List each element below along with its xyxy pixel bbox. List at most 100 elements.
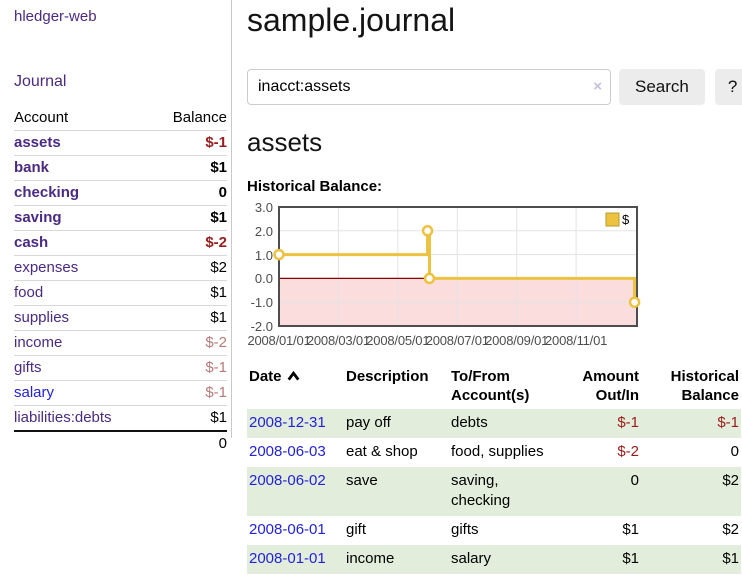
account-name-cell: cash [14, 230, 151, 256]
transaction-date-link[interactable]: 2008-06-01 [249, 521, 326, 538]
search-input[interactable] [247, 69, 611, 105]
page-title: sample.journal [247, 2, 456, 38]
sort-ascending-icon [287, 370, 299, 381]
account-link-checking[interactable]: checking [14, 184, 80, 201]
transaction-amount: $-2 [617, 443, 639, 460]
col-header-label: Date [249, 368, 282, 385]
account-link-salary[interactable]: salary [14, 384, 55, 401]
col-header-amount-out-in: Amount Out/In [553, 365, 641, 409]
transaction-balance: $2 [722, 521, 739, 538]
historical-balance-chart: $3.0 2.0 1.0 0.0 -1.0 -2.0 2008/01/01 2008/03/0… [247, 200, 727, 355]
account-link-cash[interactable]: cash [14, 234, 49, 251]
transaction-accounts: food, supplies [451, 443, 544, 460]
transaction-date-link[interactable]: 2008-12-31 [249, 414, 326, 431]
account-row: food $1 [14, 280, 227, 306]
account-link-assets[interactable]: assets [14, 134, 61, 151]
col-header-label: Amount Out/In [582, 368, 639, 404]
transaction-row: 2008-06-01 gift gifts $1 $2 [247, 516, 741, 545]
accounts-header-balance: Balance [172, 109, 227, 126]
account-balance: $-1 [150, 380, 227, 406]
account-link-food[interactable]: food [14, 284, 44, 301]
transaction-row: 2008-06-02 save saving, checking 0 $2 [247, 467, 741, 516]
account-balance: $1 [150, 405, 227, 431]
transaction-description: income [346, 550, 395, 567]
sidebar-item-journal[interactable]: Journal [14, 73, 67, 90]
account-balance: $1 [150, 155, 227, 181]
accounts-total-row: 0 [14, 430, 227, 456]
y-axis-tick: 2.0 [254, 223, 273, 239]
col-header-description: Description [344, 365, 449, 409]
transaction-balance: $1 [722, 550, 739, 567]
account-link-expenses[interactable]: expenses [14, 259, 79, 276]
y-axis-tick: 1.0 [254, 247, 273, 263]
y-axis-tick: -2.0 [250, 319, 273, 334]
transaction-amount: $1 [622, 550, 639, 567]
account-name-cell: salary [14, 380, 151, 406]
transaction-accounts: gifts [451, 521, 479, 538]
accounts-total-spacer [14, 430, 151, 456]
clear-search-icon[interactable]: × [593, 78, 602, 95]
data-point-marker [421, 225, 434, 237]
transaction-row: 2008-01-01 income salary $1 $1 [247, 545, 741, 574]
account-link-liabilities-debts[interactable]: liabilities:debts [14, 409, 112, 426]
col-header-to-from-account-s: To/From Account(s) [449, 365, 553, 409]
col-header-historical-balance: Historical Balance [641, 365, 741, 409]
col-header-label: Description [346, 368, 429, 385]
account-heading: assets [247, 127, 323, 157]
account-balance: $-2 [150, 330, 227, 356]
accounts-total-value: 0 [150, 430, 227, 456]
account-row: assets $-1 [14, 130, 227, 156]
account-balance: 0 [150, 180, 227, 206]
account-row: salary $-1 [14, 380, 227, 406]
search-button[interactable]: Search [619, 69, 705, 105]
help-button[interactable]: ? [714, 69, 742, 105]
account-name-cell: bank [14, 155, 151, 181]
transaction-date-cell: 2008-01-01 [247, 545, 344, 574]
transaction-description: save [346, 472, 378, 489]
accounts-header-row: Account Balance [14, 106, 227, 131]
transaction-row: 2008-12-31 pay off debts $-1 $-1 [247, 409, 741, 438]
account-balance: $-2 [150, 230, 227, 256]
account-link-income[interactable]: income [14, 334, 63, 351]
accounts-balance-table: Account Balance assets $-1 bank $1 checking 0… [14, 106, 227, 456]
app-title-link[interactable]: hledger-web [14, 8, 97, 25]
account-link-bank[interactable]: bank [14, 159, 50, 176]
transaction-date-link[interactable]: 2008-06-02 [249, 472, 326, 489]
chart-plot-area: $ [273, 206, 641, 327]
account-link-supplies[interactable]: supplies [14, 309, 70, 326]
transaction-description: gift [346, 521, 367, 538]
col-header-label: Historical Balance [670, 368, 739, 404]
account-link-gifts[interactable]: gifts [14, 359, 42, 376]
x-axis-tick: 2008/11/01 [545, 333, 608, 348]
x-axis-tick: 2008/09/01 [485, 333, 549, 348]
search-form: × Search ? [247, 69, 742, 105]
account-name-cell: gifts [14, 355, 151, 381]
x-axis-tick: 2008/05/01 [366, 333, 430, 348]
account-link-saving[interactable]: saving [14, 209, 62, 226]
account-row: liabilities:debts $1 [14, 405, 227, 431]
account-name-cell: supplies [14, 305, 151, 331]
account-balance: $-1 [150, 355, 227, 381]
transaction-balance: 0 [730, 443, 739, 460]
account-row: supplies $1 [14, 305, 227, 331]
transaction-description: eat & shop [346, 443, 418, 460]
account-name-cell: assets [14, 130, 151, 156]
account-row: cash $-2 [14, 230, 227, 256]
data-point-marker [273, 248, 285, 261]
transaction-date-link[interactable]: 2008-06-03 [249, 443, 326, 460]
transaction-date-cell: 2008-12-31 [247, 409, 344, 438]
col-header-date[interactable]: Date [247, 365, 344, 409]
x-axis-tick: 2008/07/01 [425, 333, 489, 348]
account-balance: $1 [150, 305, 227, 331]
transaction-date-link[interactable]: 2008-01-01 [249, 550, 326, 567]
transaction-balance: $2 [722, 472, 739, 489]
transaction-date-cell: 2008-06-02 [247, 467, 344, 516]
transaction-balance: $-1 [717, 414, 739, 431]
register-table-body: 2008-12-31 pay off debts $-1 $-1 2008-06-03 ea… [247, 409, 741, 574]
search-input-wrap: × [247, 69, 611, 105]
account-name-cell: expenses [14, 255, 151, 281]
account-name-cell: income [14, 330, 151, 356]
account-row: bank $1 [14, 155, 227, 181]
account-balance: $-1 [150, 130, 227, 156]
y-axis-tick: 0.0 [254, 271, 273, 287]
